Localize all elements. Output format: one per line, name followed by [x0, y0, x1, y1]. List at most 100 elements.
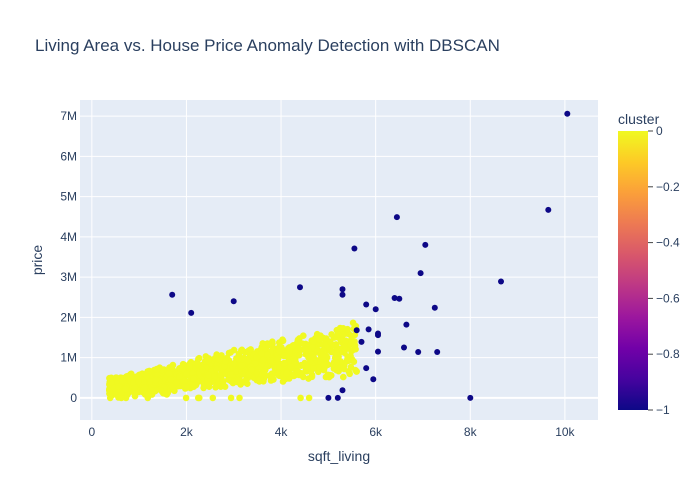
cluster-0-points — [106, 319, 360, 402]
cluster-0-point — [294, 338, 301, 346]
cluster-0-point — [291, 357, 299, 365]
cluster-0-point — [182, 383, 190, 390]
anomaly-point — [564, 110, 571, 117]
cluster-0-point — [122, 385, 129, 393]
cluster-0-point — [183, 370, 190, 377]
cluster-0-point — [194, 360, 201, 368]
cluster-0-point — [274, 355, 282, 363]
anomaly-point — [339, 291, 346, 298]
cluster-0-point — [209, 394, 217, 402]
cluster-0-point — [190, 375, 197, 383]
cluster-0-point — [328, 372, 335, 379]
anomaly-point — [415, 349, 422, 355]
cluster-0-point — [235, 377, 242, 384]
cluster-0-point — [253, 369, 261, 377]
cluster-0-point — [340, 365, 348, 373]
x-tick-label: 2k — [180, 425, 194, 439]
cluster-0-point — [215, 356, 223, 363]
y-axis-label: price — [29, 245, 45, 276]
cluster-0-point — [167, 376, 175, 383]
x-tick-labels: 0 2k 4k 6k 8k 10k — [88, 425, 575, 439]
cluster-0-point — [176, 373, 183, 380]
colorbar-tick-label: −1 — [656, 403, 670, 417]
cluster-0-point — [239, 371, 247, 378]
anomaly-point — [545, 206, 552, 213]
cluster-0-point — [222, 358, 229, 365]
anomaly-point — [230, 298, 237, 305]
y-tick-label: 7M — [60, 109, 77, 123]
y-tick-label: 1M — [60, 351, 77, 365]
colorbar-title: cluster — [618, 111, 660, 127]
anomaly-point — [467, 394, 474, 401]
cluster-0-point — [304, 364, 312, 371]
anomaly-point — [401, 344, 407, 351]
x-tick-label: 8k — [464, 425, 478, 439]
cluster-0-point — [236, 394, 243, 402]
cluster-0-point — [244, 380, 251, 388]
cluster-0-point — [106, 374, 113, 382]
cluster-0-point — [348, 356, 356, 363]
cluster-0-point — [302, 346, 310, 354]
cluster-0-point — [219, 377, 226, 385]
cluster-0-point — [342, 337, 349, 345]
cluster-0-point — [134, 372, 142, 380]
cluster-0-point — [195, 354, 203, 362]
cluster-0-point — [248, 366, 255, 374]
cluster-0-point — [339, 331, 347, 338]
cluster-0-point — [149, 387, 156, 395]
cluster-0-point — [211, 373, 218, 380]
anomaly-point — [363, 365, 370, 372]
cluster-0-point — [143, 372, 151, 380]
anomaly-point — [334, 394, 341, 401]
anomaly-point — [393, 214, 400, 221]
colorbar[interactable] — [618, 131, 648, 410]
cluster-0-point — [280, 359, 288, 367]
cluster-0-point — [267, 357, 274, 364]
cluster-0-point — [289, 342, 296, 350]
anomaly-point — [353, 327, 360, 334]
cluster-0-point — [287, 363, 295, 370]
cluster-0-point — [346, 370, 354, 378]
cluster-0-point — [332, 359, 340, 367]
cluster-0-point — [244, 357, 252, 365]
cluster-0-point — [247, 346, 254, 353]
cluster-0-point — [305, 394, 313, 402]
cluster-0-point — [265, 341, 272, 348]
anomaly-point — [391, 295, 398, 301]
cluster-0-point — [204, 357, 212, 365]
cluster-0-point — [326, 338, 334, 346]
cluster-0-point — [310, 337, 317, 345]
cluster-0-point — [275, 347, 283, 355]
cluster-0-point — [107, 391, 115, 399]
cluster-0-point — [122, 394, 130, 402]
cluster-0-point — [194, 394, 202, 402]
colorbar-tick-label: −0.6 — [656, 291, 680, 305]
cluster-0-point — [161, 390, 168, 397]
y-tick-labels: 0 1M 2M 3M 4M 5M 6M 7M — [60, 109, 77, 405]
cluster-0-point — [238, 362, 246, 369]
anomaly-point — [297, 284, 303, 291]
cluster-0-point — [322, 373, 330, 381]
cluster-0-point — [310, 354, 318, 361]
cluster-0-point — [200, 384, 207, 392]
anomaly-point — [431, 304, 438, 311]
cluster-0-point — [113, 374, 120, 382]
cluster-0-point — [230, 360, 238, 367]
cluster-0-point — [199, 366, 206, 374]
y-tick-label: 5M — [60, 190, 77, 204]
x-tick-label: 10k — [555, 425, 575, 439]
cluster-0-point — [225, 376, 232, 383]
cluster-0-point — [131, 384, 139, 391]
cluster-0-point — [340, 373, 347, 381]
anomaly-point — [339, 286, 346, 293]
cluster-0-point — [297, 394, 304, 402]
anomaly-point — [498, 278, 504, 285]
anomaly-point — [188, 309, 195, 316]
cluster-0-point — [168, 365, 176, 373]
cluster-0-point — [168, 383, 176, 391]
cluster-0-point — [348, 335, 355, 343]
anomaly-point — [358, 338, 365, 345]
cluster-0-point — [227, 394, 235, 402]
cluster-0-point — [131, 392, 139, 400]
cluster-0-point — [283, 369, 291, 377]
